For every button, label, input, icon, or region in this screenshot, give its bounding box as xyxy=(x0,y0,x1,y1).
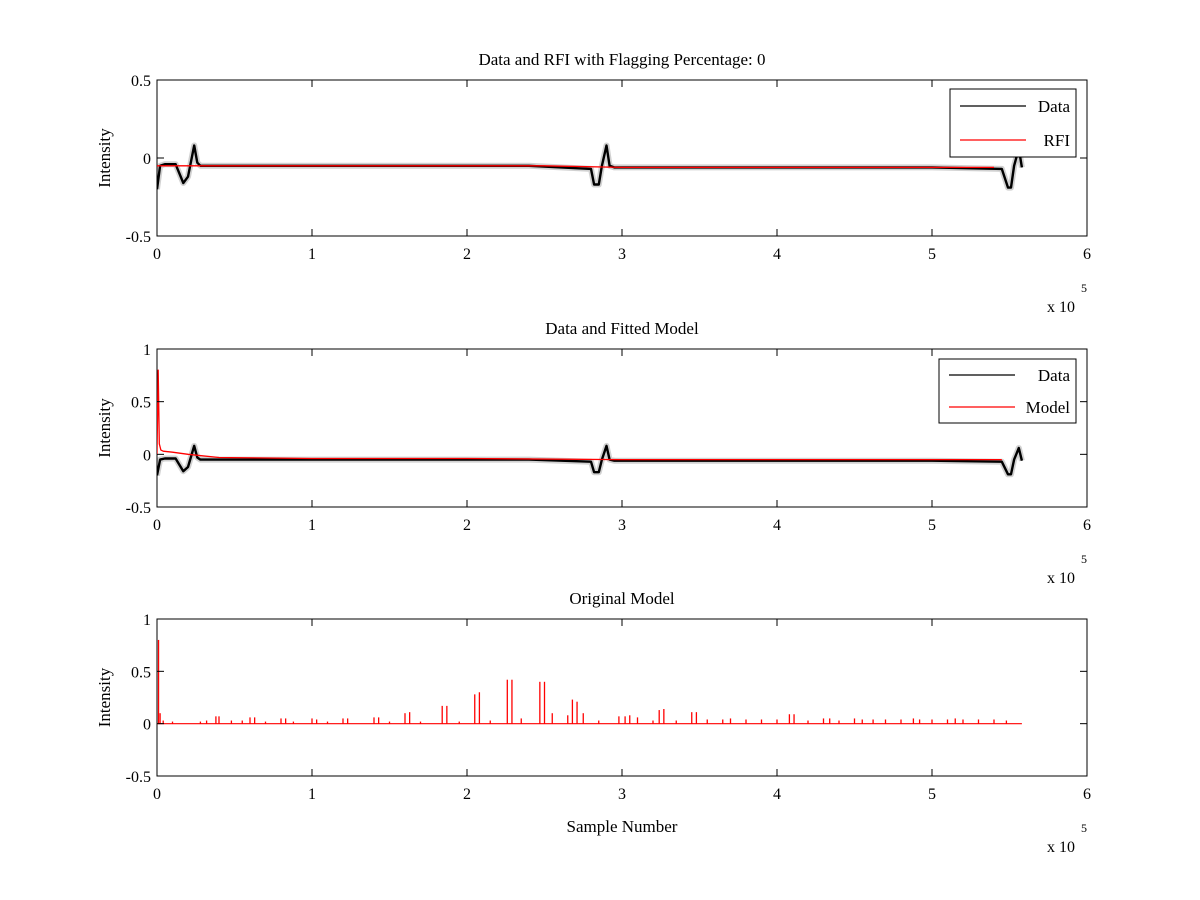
x-tick-label: 2 xyxy=(463,786,471,803)
x-tick-label: 6 xyxy=(1083,517,1091,534)
data-noise-band xyxy=(157,142,1025,191)
plot-area xyxy=(157,369,1025,478)
x-tick-label: 4 xyxy=(773,517,781,534)
y-tick-label: 0 xyxy=(143,717,151,734)
plot-area xyxy=(157,142,1025,191)
legend: Data RFI xyxy=(949,88,1077,158)
y-axis-label: Intensity xyxy=(95,398,114,458)
y-tick-label: 1 xyxy=(143,342,151,359)
y-tick-label: 0.5 xyxy=(131,73,151,90)
model-series-line xyxy=(157,369,1002,461)
x-tick-label: 1 xyxy=(308,246,316,263)
y-axis-label: Intensity xyxy=(95,667,114,727)
x-tick-label: 0 xyxy=(153,517,161,534)
plot-area xyxy=(157,639,1022,725)
y-tick-label: -0.5 xyxy=(126,500,151,517)
axes-box xyxy=(156,618,1088,777)
axes-box xyxy=(156,79,1088,237)
legend-entry-label: Data xyxy=(1038,366,1071,385)
x-tick-label: 4 xyxy=(773,786,781,803)
legend-box xyxy=(949,88,1077,158)
x-tick-label: 6 xyxy=(1083,786,1091,803)
x-tick-label: 1 xyxy=(308,517,316,534)
data-series-line xyxy=(157,144,1024,190)
data-series-line xyxy=(157,444,1024,476)
data-noise-band xyxy=(157,442,1025,478)
y-tick-label: 0 xyxy=(143,447,151,464)
y-axis-label: Intensity xyxy=(95,128,114,188)
y-tick-label: -0.5 xyxy=(126,769,151,786)
x-axis-exponent: x 105 xyxy=(1047,281,1087,316)
y-tick-label: 1 xyxy=(143,612,151,629)
x-tick-label: 0 xyxy=(153,246,161,263)
y-tick-label: -0.5 xyxy=(126,229,151,246)
y-tick-label: 0 xyxy=(143,151,151,168)
legend-entry-label: Data xyxy=(1038,97,1071,116)
x-tick-label: 5 xyxy=(928,517,936,534)
x-tick-label: 3 xyxy=(618,246,626,263)
rfi-series-line xyxy=(157,165,994,169)
plot-title: Data and RFI with Flagging Percentage: 0 xyxy=(478,50,765,69)
legend: Data Model xyxy=(938,358,1077,424)
legend-entry-label: Model xyxy=(1026,398,1071,417)
plot-title: Original Model xyxy=(569,589,675,608)
x-axis-exponent: x 105 xyxy=(1047,821,1087,856)
x-axis-exponent: x 105 xyxy=(1047,552,1087,587)
plot-title: Data and Fitted Model xyxy=(545,319,699,338)
x-tick-label: 0 xyxy=(153,786,161,803)
x-tick-label: 1 xyxy=(308,786,316,803)
x-axis-label: Sample Number xyxy=(567,817,678,836)
x-tick-label: 6 xyxy=(1083,246,1091,263)
x-tick-label: 2 xyxy=(463,517,471,534)
x-tick-label: 5 xyxy=(928,786,936,803)
legend-box xyxy=(938,358,1077,424)
y-tick-label: 0.5 xyxy=(131,664,151,681)
axes-box xyxy=(156,348,1088,508)
y-tick-label: 0.5 xyxy=(131,395,151,412)
legend-entry-label: RFI xyxy=(1044,131,1071,150)
x-tick-label: 3 xyxy=(618,786,626,803)
subplot-1: Data and RFI with Flagging Percentage: 0… xyxy=(95,50,1091,316)
x-tick-label: 4 xyxy=(773,246,781,263)
x-tick-label: 2 xyxy=(463,246,471,263)
x-tick-label: 3 xyxy=(618,517,626,534)
x-tick-label: 5 xyxy=(928,246,936,263)
